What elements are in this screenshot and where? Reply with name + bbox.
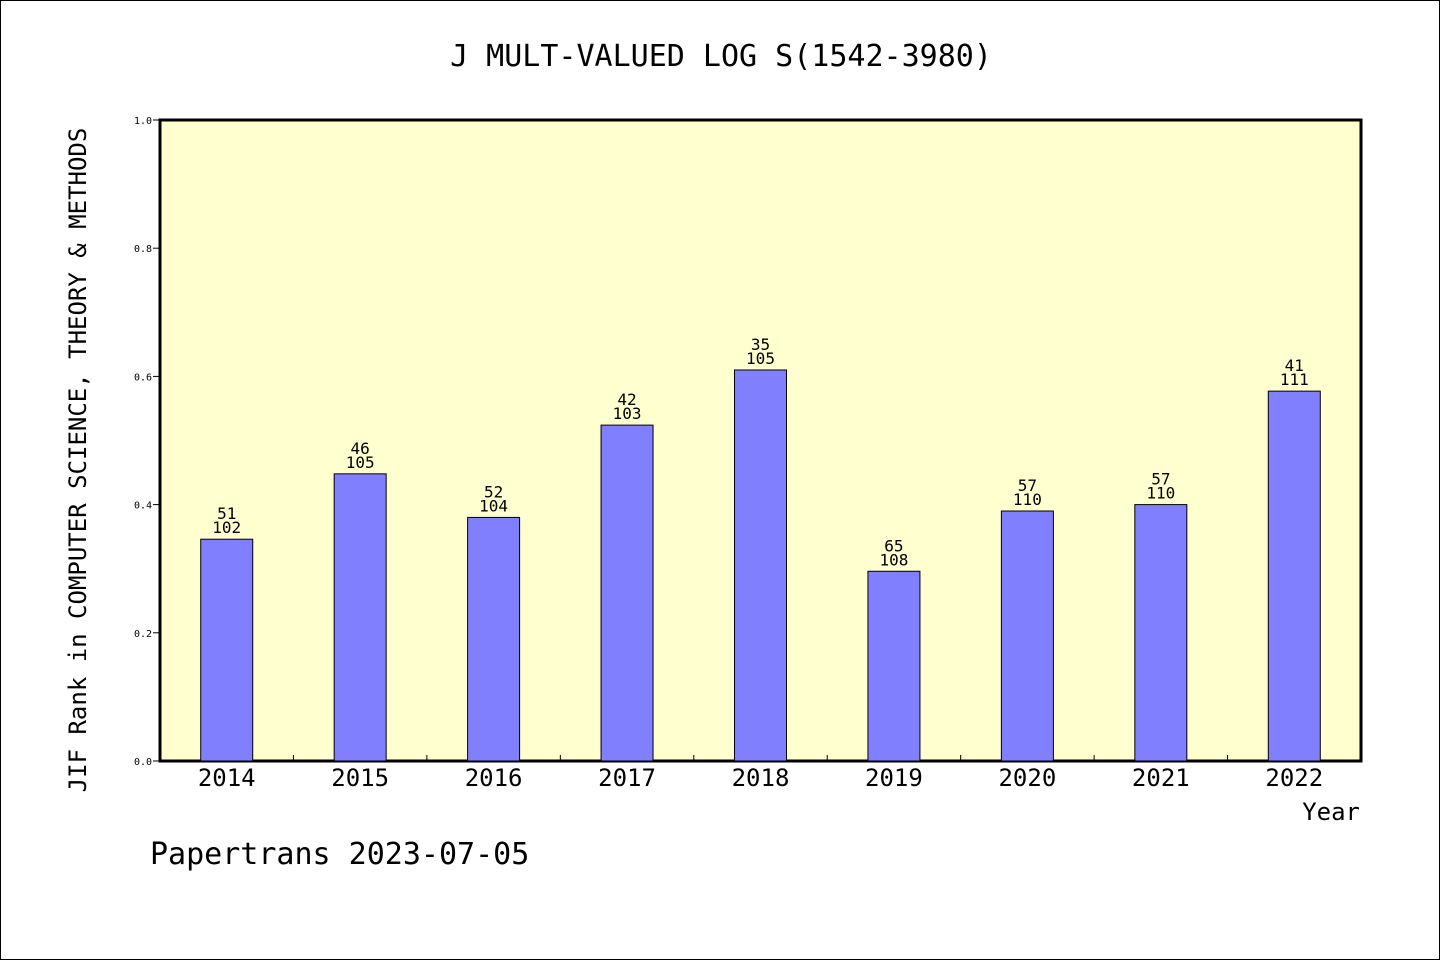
bar-rank-label: 52: [484, 482, 503, 501]
y-tick-label: 1.0: [134, 116, 152, 127]
y-ticks-group: 0.0 0.2 0.4 0.6 0.8 1.0: [134, 116, 160, 768]
bar-total-label: 110: [1013, 490, 1042, 509]
bar-total-label: 103: [613, 404, 642, 423]
bar-rank-label: 57: [1151, 470, 1170, 489]
x-ticks-group: 2014 2015 2016 2017 2018 2019 2020 2021 2022: [198, 755, 1323, 792]
bar-total-label: 111: [1280, 370, 1309, 389]
x-tick-label: 2016: [465, 764, 523, 792]
bar-2020: [1000, 510, 1054, 762]
bar-rank-label: 41: [1285, 356, 1304, 375]
bar-rank-label: 46: [351, 439, 370, 458]
x-tick-label: 2017: [598, 764, 656, 792]
y-tick-label: 0.0: [134, 757, 152, 768]
x-tick-label: 2015: [331, 764, 389, 792]
x-tick-label: 2020: [998, 764, 1056, 792]
bar-rank-label: 65: [884, 536, 903, 555]
x-tick-label: 2022: [1265, 764, 1323, 792]
y-tick-label: 0.6: [134, 372, 152, 383]
x-tick-label: 2014: [198, 764, 256, 792]
x-axis-label: Year: [1302, 798, 1360, 826]
bar-total-label: 104: [479, 496, 508, 515]
y-axis-label: JIF Rank in COMPUTER SCIENCE, THEORY & M…: [64, 128, 92, 793]
bar-total-label: 108: [879, 550, 908, 569]
footer-credit: Papertrans 2023-07-05: [150, 837, 529, 872]
bar-total-label: 105: [746, 349, 775, 368]
y-tick-label: 0.8: [134, 244, 152, 255]
bar-2015: [333, 473, 387, 762]
y-tick-label: 0.4: [134, 501, 152, 512]
bar-2018: [734, 369, 787, 762]
bar-rank-label: 57: [1018, 476, 1037, 495]
x-tick-label: 2019: [865, 764, 923, 792]
y-tick-label: 0.2: [134, 629, 152, 640]
bar-total-label: 102: [212, 518, 241, 537]
bar-2019: [867, 570, 921, 762]
bar-2016: [467, 516, 521, 762]
bar-rank-label: 35: [751, 335, 770, 354]
bar-2021: [1134, 504, 1188, 762]
bars-group: 5110246105521044210335105651085711057110…: [200, 335, 1321, 762]
x-tick-label: 2021: [1132, 764, 1190, 792]
bar-2022: [1267, 390, 1321, 762]
bar-rank-label: 42: [617, 390, 636, 409]
bar-rank-label: 51: [217, 504, 236, 523]
bar-2014: [200, 538, 254, 762]
bar-total-label: 110: [1146, 484, 1175, 503]
x-tick-label: 2018: [732, 764, 790, 792]
bar-total-label: 105: [346, 453, 375, 472]
chart-title: J MULT-VALUED LOG S(1542-3980): [450, 39, 992, 74]
bar-2017: [600, 424, 654, 762]
